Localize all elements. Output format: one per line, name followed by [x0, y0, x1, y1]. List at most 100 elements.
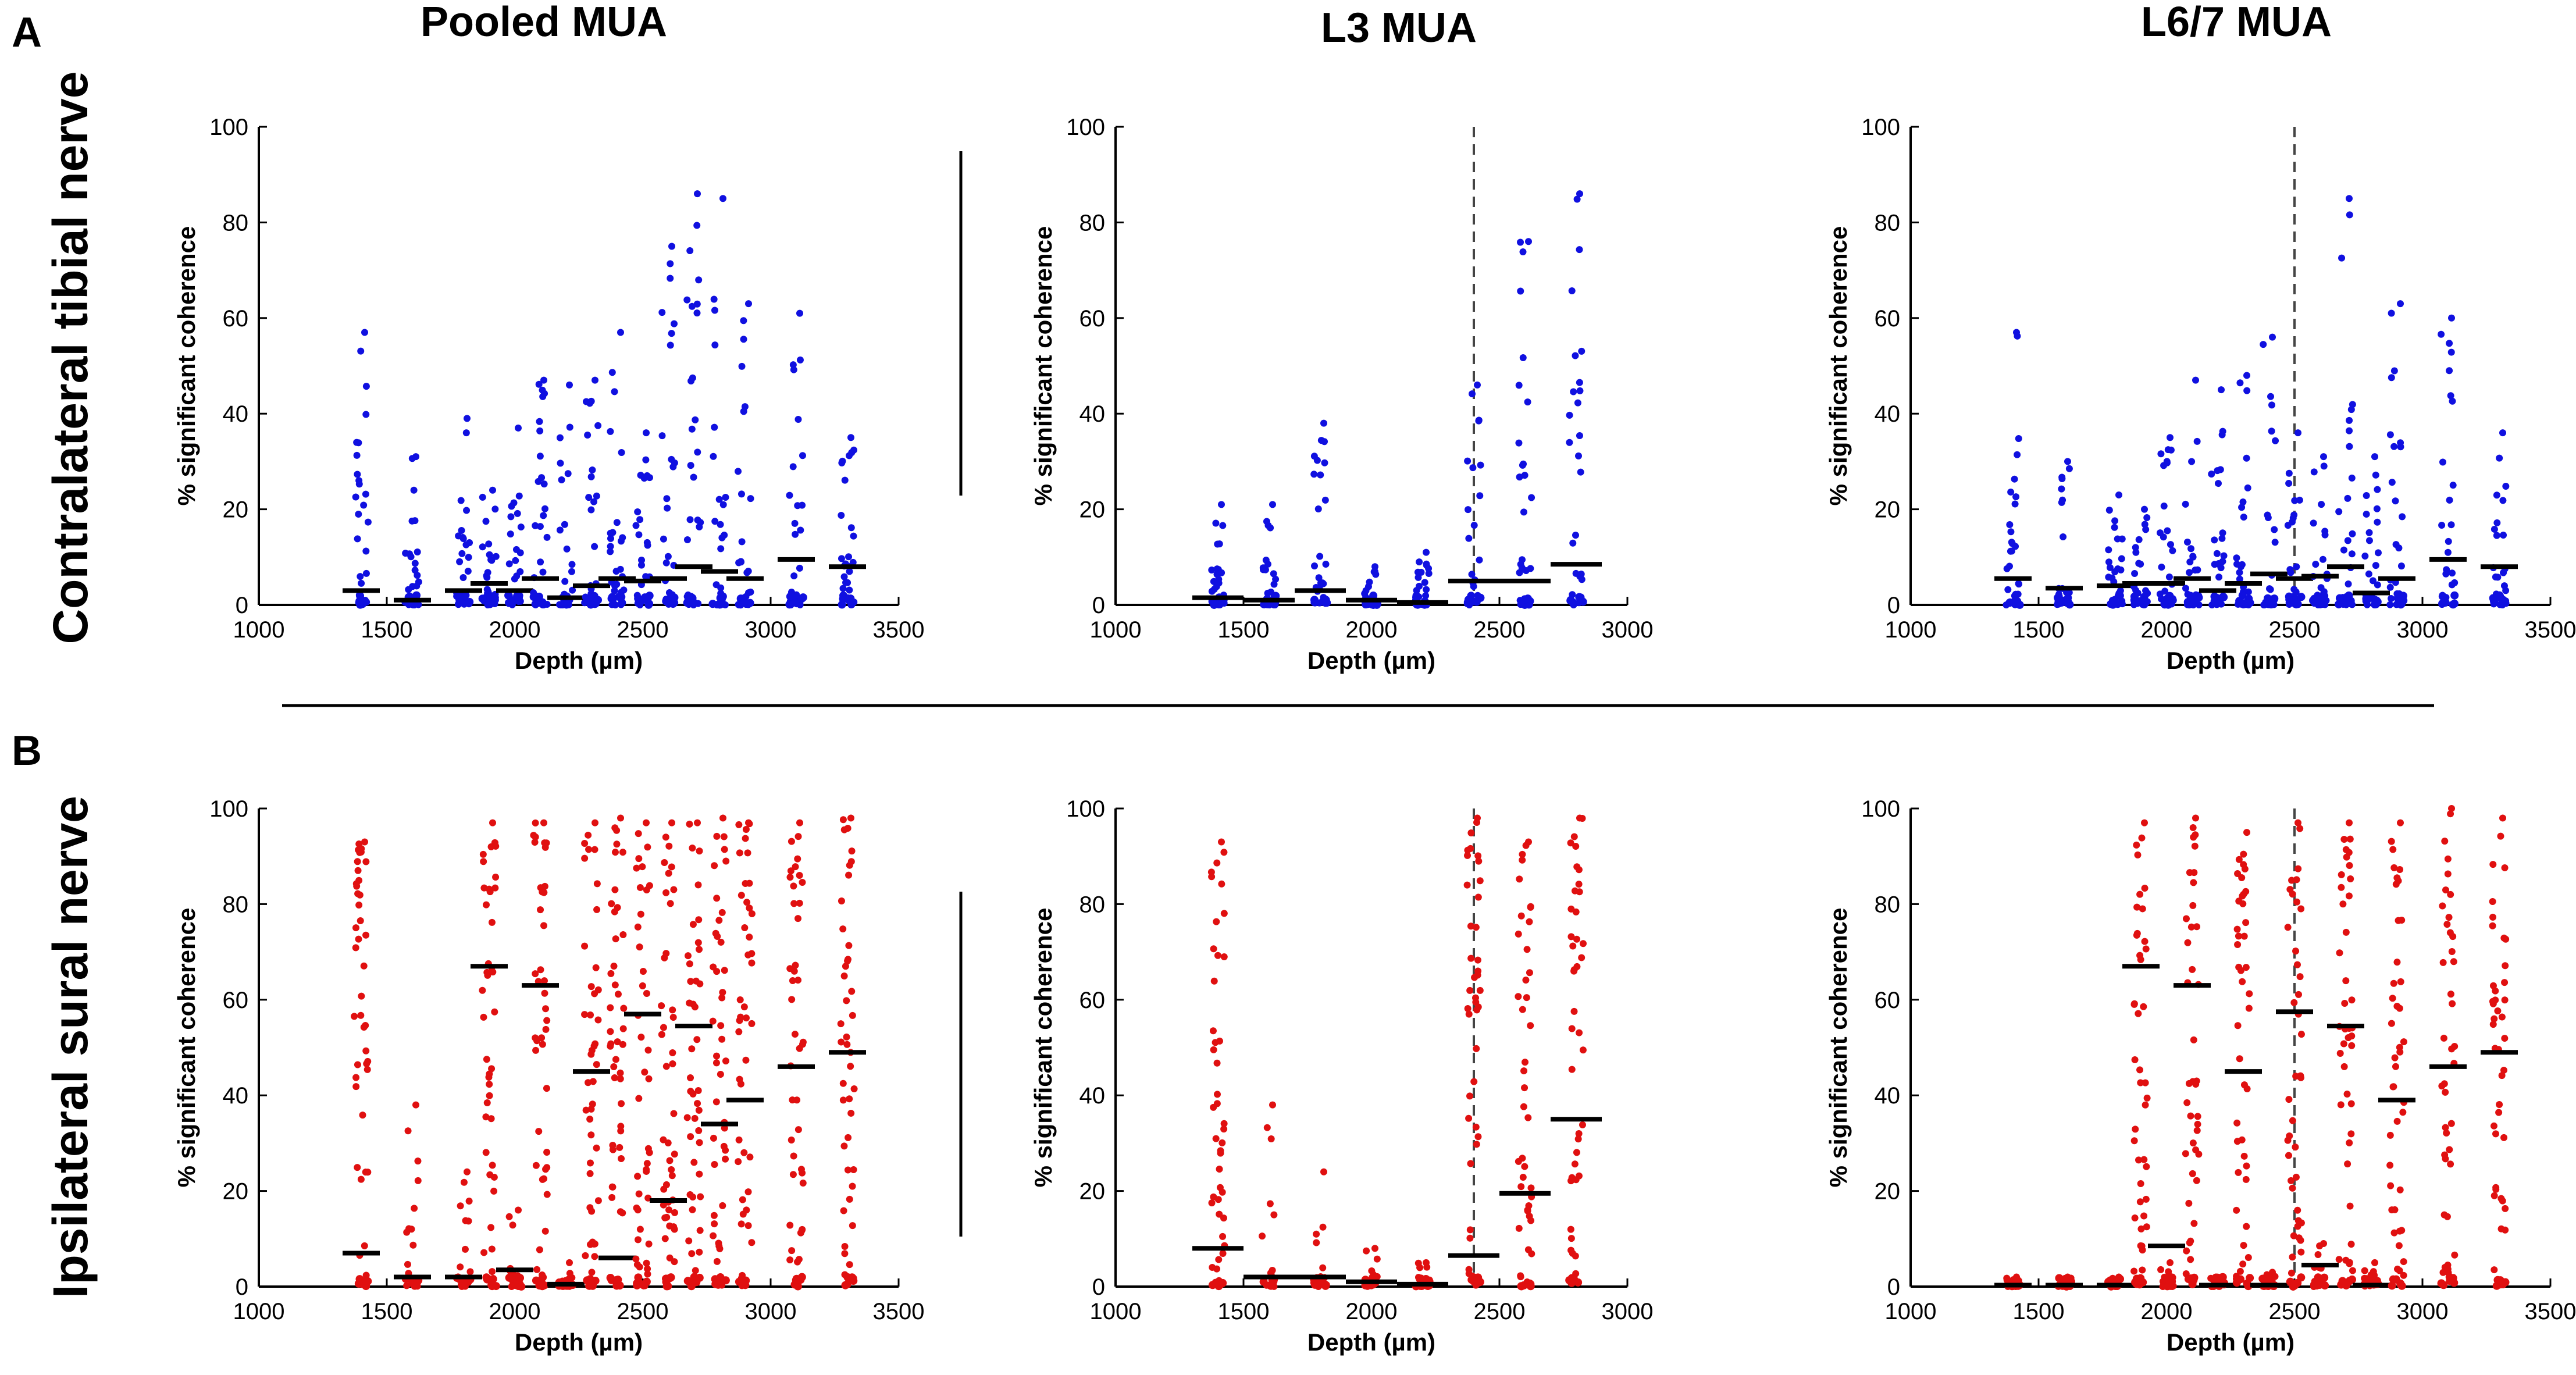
data-point: [1470, 583, 1477, 590]
data-point: [360, 962, 368, 970]
data-point: [748, 950, 756, 957]
data-point: [542, 1025, 550, 1033]
data-point: [542, 1166, 550, 1173]
data-point: [710, 1134, 717, 1142]
data-point: [479, 986, 486, 994]
data-point: [2396, 1186, 2404, 1194]
data-point: [2317, 594, 2325, 603]
data-point: [2494, 1007, 2502, 1014]
data-point: [581, 1011, 589, 1018]
data-point: [2285, 1096, 2293, 1103]
data-point: [735, 468, 742, 475]
data-point: [2297, 1248, 2305, 1256]
data-point: [636, 884, 644, 891]
data-point: [2239, 978, 2246, 985]
data-point: [2293, 563, 2300, 571]
data-point: [690, 1159, 698, 1166]
data-point: [593, 1144, 600, 1152]
data-point: [794, 977, 802, 984]
data-point: [2003, 1277, 2011, 1284]
data-point: [590, 1240, 598, 1248]
data-point: [2445, 537, 2452, 545]
data-point: [1528, 1250, 1535, 1258]
data-point: [2395, 1242, 2403, 1249]
x-tick-label: 2000: [1346, 1299, 1398, 1324]
data-point: [793, 1096, 801, 1104]
data-point: [1476, 877, 1484, 885]
data-point: [536, 1246, 543, 1253]
y-tick-label: 100: [1066, 115, 1105, 140]
data-point: [1465, 506, 1472, 514]
data-point: [2314, 1280, 2323, 1289]
data-point: [839, 585, 847, 592]
data-point: [1211, 1280, 1220, 1288]
data-point: [2239, 900, 2247, 907]
x-tick-label: 3500: [873, 1299, 925, 1324]
data-point: [1218, 880, 1225, 888]
data-point: [743, 569, 751, 576]
data-point: [1575, 1130, 1583, 1137]
data-point: [2495, 1109, 2503, 1116]
data-point: [645, 1075, 653, 1082]
data-point: [354, 858, 361, 865]
data-point: [2156, 529, 2164, 537]
data-point: [568, 561, 576, 568]
data-point: [586, 400, 594, 407]
data-point: [797, 526, 804, 534]
data-point: [2243, 1085, 2251, 1092]
data-point: [1466, 1234, 1474, 1242]
data-point: [1524, 1114, 1532, 1121]
data-point: [2182, 915, 2190, 922]
data-point: [2490, 1122, 2497, 1130]
data-point: [2189, 966, 2196, 973]
data-point: [1267, 1135, 1275, 1142]
data-point: [2346, 819, 2353, 827]
data-point: [2242, 964, 2250, 971]
data-point: [786, 1256, 794, 1264]
data-point: [840, 1207, 847, 1214]
data-point: [635, 830, 642, 838]
data-point: [661, 1235, 669, 1242]
data-point: [1566, 411, 1573, 419]
data-point: [1570, 833, 1578, 840]
data-point: [1474, 1133, 1482, 1141]
data-point: [354, 1061, 361, 1068]
data-point: [2441, 1151, 2449, 1159]
data-point: [710, 1212, 718, 1219]
data-point: [1319, 1223, 1327, 1231]
data-point: [619, 1041, 626, 1048]
data-point: [542, 1005, 550, 1013]
data-point: [607, 535, 614, 542]
data-point: [790, 1152, 797, 1160]
data-point: [2390, 864, 2398, 871]
data-point: [746, 1153, 754, 1161]
data-point: [2007, 547, 2014, 555]
data-point: [692, 1267, 699, 1274]
data-point: [540, 819, 547, 827]
data-point: [2447, 890, 2454, 898]
data-point: [2007, 488, 2015, 496]
data-point: [1573, 1149, 1580, 1156]
data-point: [607, 543, 614, 550]
data-point: [689, 844, 696, 852]
data-point: [2006, 521, 2014, 528]
data-point: [692, 416, 699, 423]
data-point: [693, 309, 701, 317]
data-point: [2005, 562, 2013, 570]
x-tick-label: 1500: [361, 1299, 413, 1324]
data-point: [646, 882, 653, 889]
data-point: [692, 1278, 701, 1287]
data-point: [1571, 1160, 1579, 1168]
data-point: [641, 1068, 649, 1076]
data-point: [2392, 1275, 2400, 1284]
data-point: [665, 870, 672, 877]
data-point: [479, 850, 487, 858]
data-point: [635, 855, 643, 863]
data-point: [2395, 544, 2403, 552]
data-point: [362, 1282, 370, 1291]
data-point: [531, 600, 540, 608]
data-point: [2342, 928, 2350, 936]
data-point: [593, 1061, 600, 1068]
data-point: [357, 1175, 365, 1183]
data-point: [414, 548, 421, 555]
